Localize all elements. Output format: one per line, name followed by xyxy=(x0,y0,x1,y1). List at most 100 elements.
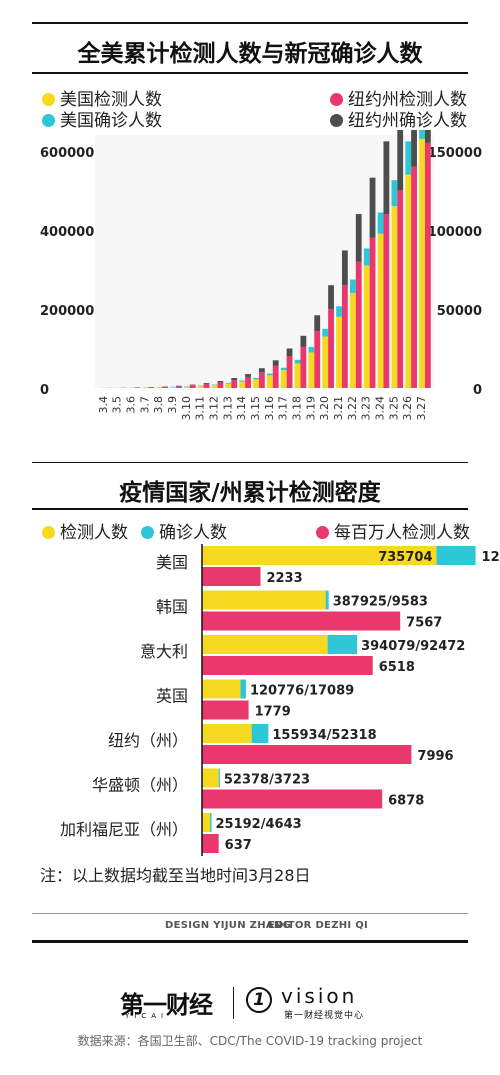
bar-ny-tests xyxy=(231,380,238,388)
x-tick-label: 3.25 xyxy=(387,396,400,421)
bar-tests xyxy=(202,768,219,788)
bar-us-tests xyxy=(156,387,163,388)
bar-per-million xyxy=(202,656,373,675)
value-label-per-million: 7567 xyxy=(406,616,442,631)
x-tick-label: 3.24 xyxy=(373,396,386,421)
bar-ny-tests xyxy=(189,385,196,388)
left-tick-label: 600000 xyxy=(40,146,94,161)
bar-cases xyxy=(210,813,212,832)
bar-us-tests xyxy=(391,206,398,388)
bar-ny-tests xyxy=(286,356,293,388)
bar-ny-cases xyxy=(203,383,210,385)
bar-us-tests xyxy=(322,336,329,388)
bar-ny-tests xyxy=(217,382,224,388)
legend-label: 美国检测人数 xyxy=(60,90,162,110)
bar-us-cases xyxy=(308,347,315,353)
value-label-per-million: 6878 xyxy=(388,794,424,809)
bar-ny-cases xyxy=(424,130,431,143)
bar-ny-tests xyxy=(148,387,155,388)
legend-dot-icon xyxy=(42,93,55,106)
bar-us-cases xyxy=(405,141,412,175)
editor-credit: EDITOR DEZHI QI xyxy=(268,920,369,931)
value-label-tests: 735704 xyxy=(378,550,432,565)
x-tick-label: 3.16 xyxy=(263,396,276,421)
bar-ny-tests xyxy=(397,190,404,388)
bar-us-tests xyxy=(350,293,356,388)
bar-ny-tests xyxy=(383,214,390,388)
bar-ny-cases xyxy=(189,384,196,386)
footnote: 注：以上数据均截至当地时间3月28日 xyxy=(40,866,311,885)
x-tick-label: 3.21 xyxy=(332,396,345,421)
vision-logo-sub: 第一财经视觉中心 xyxy=(284,1011,365,1021)
bar-ny-cases xyxy=(328,285,334,309)
x-tick-label: 3.17 xyxy=(277,396,290,421)
bar-us-cases xyxy=(419,130,425,139)
x-tick-label: 3.18 xyxy=(290,396,303,421)
x-tick-label: 3.7 xyxy=(138,396,151,414)
bar-cases xyxy=(251,724,269,743)
bar-ny-tests xyxy=(175,386,182,388)
bar-ny-cases xyxy=(383,141,390,215)
bar-ny-cases xyxy=(272,360,279,366)
bar-per-million xyxy=(202,700,249,720)
bar-ny-cases xyxy=(300,335,307,347)
legend-label: 确诊人数 xyxy=(159,523,227,543)
value-label-per-million: 1779 xyxy=(255,705,291,720)
legend-per-million: 每百万人检测人数 xyxy=(316,518,470,543)
bar-us-tests xyxy=(170,387,176,388)
legend-us-cases: 美国确诊人数 xyxy=(42,106,162,131)
bar-tests xyxy=(202,546,437,565)
right-tick-label: 150000 xyxy=(428,146,482,161)
yicai-logo: 第一财经 xyxy=(120,991,213,1019)
bar-us-tests xyxy=(267,375,273,388)
country-label: 纽约（州） xyxy=(108,731,188,750)
x-tick-label: 3.11 xyxy=(194,396,207,421)
chart1-title-rule xyxy=(32,72,468,74)
chart1-title: 全美累计检测人数与新冠确诊人数 xyxy=(77,41,423,67)
legend-ny-cases: 纽约州确诊人数 xyxy=(330,106,467,131)
bar-ny-tests xyxy=(411,166,417,388)
left-tick-label: 200000 xyxy=(40,304,94,319)
legend-us-tests: 美国检测人数 xyxy=(42,85,162,110)
country-label: 华盛顿（州） xyxy=(92,776,188,795)
legend-dot-icon xyxy=(330,114,343,127)
x-tick-label: 3.15 xyxy=(249,396,262,421)
bar-us-cases xyxy=(253,377,259,380)
value-label-tests-cases: 25192/4643 xyxy=(216,817,302,832)
bar-ny-cases xyxy=(314,315,321,332)
x-tick-label: 3.6 xyxy=(124,396,137,414)
bar-ny-tests xyxy=(258,372,265,388)
bar-us-tests xyxy=(419,138,425,388)
right-tick-label: 0 xyxy=(473,383,482,398)
bar-us-cases xyxy=(267,373,273,376)
legend-ny-tests: 纽约州检测人数 xyxy=(330,85,467,110)
left-tick-label: 400000 xyxy=(40,225,94,240)
x-tick-label: 3.12 xyxy=(207,396,220,421)
bar-us-cases xyxy=(294,359,301,364)
design-credit: DESIGN YIJUN ZHANG xyxy=(165,920,292,931)
bar-us-tests xyxy=(184,386,190,388)
bar-ny-tests xyxy=(328,308,334,388)
bar-per-million xyxy=(202,567,261,586)
bar-ny-tests xyxy=(369,237,376,388)
x-tick-label: 3.4 xyxy=(97,396,110,414)
bar-us-cases xyxy=(350,279,356,294)
value-label-per-million: 7996 xyxy=(417,749,453,764)
bar-per-million xyxy=(202,834,219,853)
vision-logo-mark: 1 xyxy=(246,987,272,1013)
bar-ny-cases xyxy=(397,130,404,191)
bar-ny-tests xyxy=(272,365,279,388)
legend-label: 美国确诊人数 xyxy=(60,111,162,131)
bar-ny-cases xyxy=(286,348,293,357)
bar-per-million xyxy=(202,789,383,809)
bar-ny-tests xyxy=(355,261,362,388)
bar-ny-tests xyxy=(341,285,348,388)
legend-dot-icon xyxy=(141,526,154,539)
legend-label: 纽约州确诊人数 xyxy=(348,111,467,131)
left-tick-label: 0 xyxy=(40,383,49,398)
bar-per-million xyxy=(202,611,401,631)
bar-us-cases xyxy=(225,382,232,384)
bar-tests xyxy=(202,813,211,832)
bar-tests xyxy=(202,635,328,654)
